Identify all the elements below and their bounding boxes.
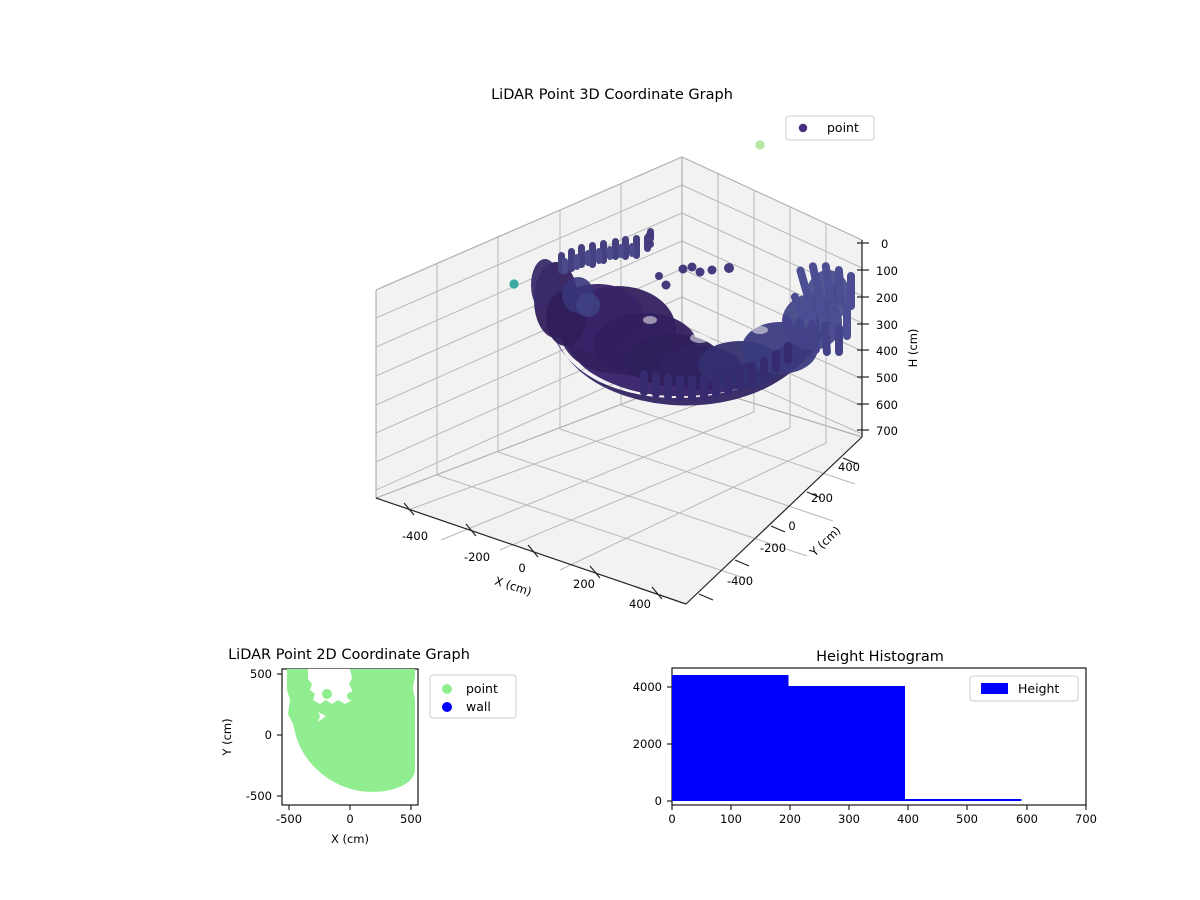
cloud-right-fan-2 — [782, 314, 843, 356]
x-tick--200: -200 — [464, 550, 490, 564]
panel-2d-y-tick--500: -500 — [246, 789, 272, 803]
legend-2d-label-point: point — [466, 681, 498, 696]
panel-hist-x-tick-600: 600 — [1016, 812, 1038, 826]
z-axis-label: H (cm) — [906, 329, 920, 368]
panel-2d-x-ticks — [288, 805, 412, 810]
legend-3d-marker-point — [798, 123, 808, 133]
z-tick-600: 600 — [876, 398, 898, 412]
y-tick-200: 200 — [811, 491, 833, 505]
panel-hist-x-tick-200: 200 — [779, 812, 801, 826]
z-tick-700: 700 — [876, 424, 898, 438]
panel-2d-y-tick-500: 500 — [250, 667, 272, 681]
histogram-bar-0[interactable] — [672, 675, 789, 801]
panel-hist-x-tick-500: 500 — [956, 812, 978, 826]
outlier-point-green — [755, 140, 765, 150]
panel-hist-y-tick-4000: 4000 — [633, 680, 662, 694]
y-tick-400: 400 — [838, 460, 860, 474]
z-tick-400: 400 — [876, 344, 898, 358]
histogram-bars — [672, 675, 1022, 801]
panel-histogram: Height Histogram 0 2000 4000 — [633, 649, 1097, 826]
x-axis-line — [375, 497, 687, 605]
cloud-right-fan — [790, 262, 855, 340]
x-tick-400: 400 — [629, 597, 651, 611]
z-tick-200: 200 — [876, 291, 898, 305]
x-axis-ticks — [403, 502, 663, 600]
panel-hist-title: Height Histogram — [816, 649, 944, 665]
panel-hist-x-tick-100: 100 — [720, 812, 742, 826]
legend-2d-marker-point — [442, 684, 452, 694]
panel-2d-x-tick-0: 0 — [346, 812, 353, 826]
panel-hist-x-tick-300: 300 — [838, 812, 860, 826]
x-tick-0: 0 — [518, 561, 525, 575]
grid-floor-y — [407, 396, 827, 571]
legend-hist-box — [969, 675, 1079, 702]
panel-hist-y-ticks — [667, 686, 672, 802]
scatter-2d-blob-left — [322, 689, 332, 699]
cloud-left-cluster-5 — [576, 293, 600, 317]
cloud-front-fringe — [640, 342, 792, 401]
histogram-bar-1[interactable] — [788, 686, 906, 801]
y-tick--400: -400 — [727, 574, 753, 588]
panel-hist-x-ticks — [671, 805, 1087, 810]
legend-hist-label-height: Height — [1018, 681, 1059, 696]
y-axis-ticks — [698, 457, 858, 601]
scatter-2d-points — [287, 669, 415, 792]
z-tick-0: 0 — [881, 237, 888, 251]
panel-2d-x-tick--500: -500 — [276, 812, 302, 826]
panel-2d-title: LiDAR Point 2D Coordinate Graph — [228, 647, 470, 663]
panel-hist-x-tick-0: 0 — [668, 812, 675, 826]
panel-2d-y-ticks — [277, 673, 282, 797]
legend-3d-box — [785, 115, 875, 141]
y-tick--200: -200 — [760, 541, 786, 555]
x-tick-200: 200 — [573, 577, 595, 591]
panel-2d-x-tick-500: 500 — [400, 812, 422, 826]
legend-2d[interactable]: point wall — [429, 674, 517, 719]
panel-2d-y-tick-0: 0 — [265, 728, 272, 742]
histogram-bar-2[interactable] — [905, 799, 1022, 801]
panel-2d-x-label: X (cm) — [331, 832, 369, 846]
outlier-point-teal — [509, 279, 519, 289]
legend-3d-label-point: point — [827, 120, 859, 135]
z-axis-ticks — [857, 242, 869, 431]
y-tick-0: 0 — [788, 519, 795, 533]
panel-3d-title: LiDAR Point 3D Coordinate Graph — [491, 87, 733, 103]
z-tick-100: 100 — [876, 264, 898, 278]
panel-3d: LiDAR Point 3D Coordinate Graph — [375, 87, 920, 611]
cloud-rear-columns-2 — [562, 243, 635, 274]
scatter-2d-blob-right — [347, 692, 355, 700]
legend-2d-marker-wall — [442, 702, 452, 712]
panel-hist-x-tick-700: 700 — [1075, 812, 1097, 826]
cloud-left-cluster-2 — [531, 259, 559, 311]
cloud-sparse-dots — [646, 231, 734, 290]
panel-2d: LiDAR Point 2D Coordinate Graph 500 0 -5… — [220, 647, 517, 846]
y-axis-line — [685, 436, 863, 605]
scatter-2d-wedge — [318, 712, 326, 722]
legend-3d[interactable]: point — [785, 115, 875, 141]
cloud-rear-columns — [558, 228, 654, 274]
scatter-2d-notch — [308, 669, 352, 704]
panel-2d-y-label: Y (cm) — [220, 718, 234, 756]
legend-2d-label-wall: wall — [466, 699, 491, 714]
panel-hist-y-tick-0: 0 — [655, 794, 662, 808]
x-tick--400: -400 — [402, 529, 428, 543]
panel-hist-y-tick-2000: 2000 — [633, 737, 662, 751]
z-tick-500: 500 — [876, 371, 898, 385]
cloud-gaps — [643, 316, 768, 343]
z-tick-300: 300 — [876, 318, 898, 332]
legend-histogram[interactable]: Height — [969, 675, 1079, 702]
legend-hist-swatch-height — [981, 683, 1008, 694]
point-cloud-3d — [509, 228, 855, 406]
panel-hist-x-tick-400: 400 — [897, 812, 919, 826]
